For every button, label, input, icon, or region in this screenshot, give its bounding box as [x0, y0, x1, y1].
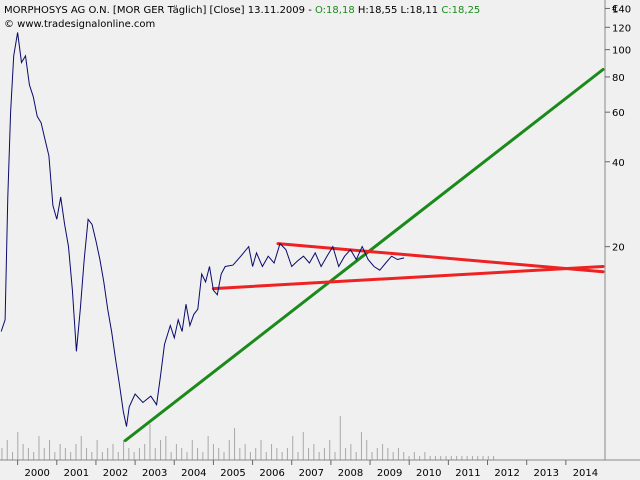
x-tick-label: 2008	[338, 468, 363, 479]
x-tick-label: 2009	[377, 468, 402, 479]
volume-bars	[1, 416, 495, 460]
x-tick-label: 2011	[455, 468, 480, 479]
x-tick-label: 2014	[573, 468, 598, 479]
x-tick-label: 2002	[103, 468, 128, 479]
y-tick-label: 40	[612, 158, 625, 169]
x-tick-label: 2001	[64, 468, 89, 479]
open-value: O:18,18	[315, 5, 355, 16]
y-axis-unit-label: €	[612, 4, 618, 15]
y-axis-ticks: 140 120 100 80 60 40 20	[605, 4, 631, 254]
y-tick-label: 80	[612, 73, 625, 84]
price-series-line	[0, 32, 405, 427]
y-tick-label: 140	[612, 4, 631, 15]
x-tick-label: 2010	[416, 468, 441, 479]
chart-header: MORPHOSYS AG O.N. [MOR GER Täglich] [Clo…	[4, 5, 480, 16]
support-trendline	[123, 68, 605, 443]
x-tick-label: 2012	[494, 468, 519, 479]
x-tick-label: 2005	[220, 468, 245, 479]
instrument-label: MORPHOSYS AG O.N. [MOR GER Täglich] [Clo…	[4, 5, 315, 16]
x-tick-label: 2013	[534, 468, 559, 479]
x-tick-label: 2000	[24, 468, 49, 479]
x-tick-label: 2007	[299, 468, 324, 479]
y-tick-label: 100	[612, 46, 631, 57]
lower-channel-trendline	[211, 265, 605, 291]
y-tick-label: 60	[612, 108, 625, 119]
x-tick-label: 2004	[181, 468, 206, 479]
y-tick-label: 120	[612, 23, 631, 34]
source-label: © www.tradesignalonline.com	[4, 19, 155, 30]
y-tick-label: 20	[612, 243, 625, 254]
x-tick-label: 2006	[259, 468, 284, 479]
x-tick-label: 2003	[142, 468, 167, 479]
high-low-values: H:18,55 L:18,11	[355, 5, 442, 16]
close-value: C:18,25	[441, 5, 480, 16]
x-axis-ticks: 2000 2001 2002 2003 2004 2005 2006 2007 2008 2009…	[17, 460, 598, 479]
